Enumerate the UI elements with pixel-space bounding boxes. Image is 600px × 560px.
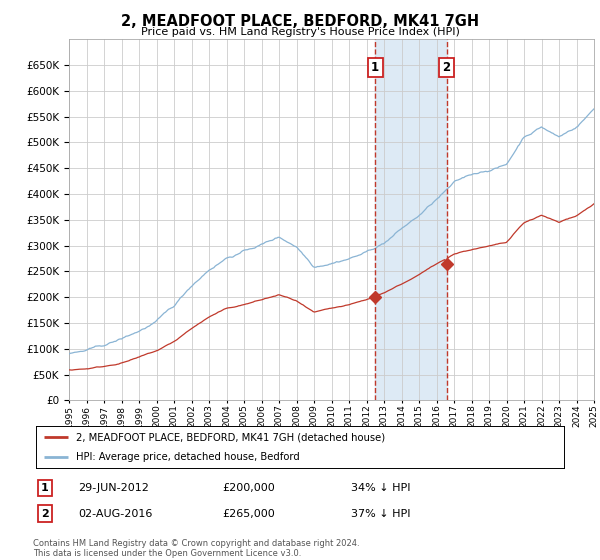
- Text: £265,000: £265,000: [222, 508, 275, 519]
- Text: 2, MEADFOOT PLACE, BEDFORD, MK41 7GH (detached house): 2, MEADFOOT PLACE, BEDFORD, MK41 7GH (de…: [76, 432, 385, 442]
- Text: 2, MEADFOOT PLACE, BEDFORD, MK41 7GH: 2, MEADFOOT PLACE, BEDFORD, MK41 7GH: [121, 14, 479, 29]
- Text: £200,000: £200,000: [222, 483, 275, 493]
- Text: HPI: Average price, detached house, Bedford: HPI: Average price, detached house, Bedf…: [76, 452, 299, 462]
- Text: Price paid vs. HM Land Registry's House Price Index (HPI): Price paid vs. HM Land Registry's House …: [140, 27, 460, 37]
- Text: Contains HM Land Registry data © Crown copyright and database right 2024.
This d: Contains HM Land Registry data © Crown c…: [33, 539, 359, 558]
- Bar: [375, 39, 446, 400]
- Text: 37% ↓ HPI: 37% ↓ HPI: [351, 508, 410, 519]
- Text: 1: 1: [41, 483, 49, 493]
- Text: 02-AUG-2016: 02-AUG-2016: [78, 508, 152, 519]
- Text: 29-JUN-2012: 29-JUN-2012: [78, 483, 149, 493]
- Text: 2: 2: [443, 61, 451, 74]
- Text: 1: 1: [371, 61, 379, 74]
- Text: 34% ↓ HPI: 34% ↓ HPI: [351, 483, 410, 493]
- Text: 2: 2: [41, 508, 49, 519]
